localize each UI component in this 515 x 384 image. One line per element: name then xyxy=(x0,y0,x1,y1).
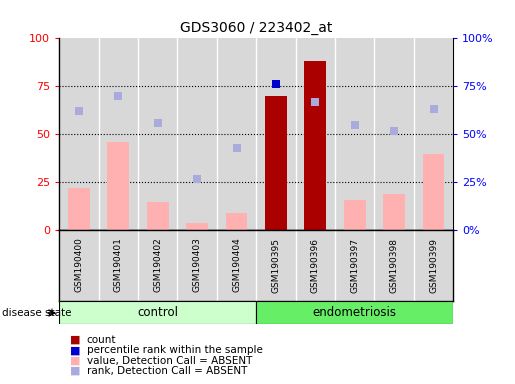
Bar xyxy=(59,301,256,324)
Text: GSM190397: GSM190397 xyxy=(350,237,359,293)
Text: ■: ■ xyxy=(70,345,80,355)
Bar xyxy=(383,194,405,230)
Bar xyxy=(108,142,129,230)
Text: count: count xyxy=(87,335,116,345)
Text: value, Detection Call = ABSENT: value, Detection Call = ABSENT xyxy=(87,356,252,366)
Text: GSM190403: GSM190403 xyxy=(193,237,201,292)
Bar xyxy=(226,213,247,230)
Text: GSM190396: GSM190396 xyxy=(311,237,320,293)
Bar xyxy=(304,61,326,230)
Text: ■: ■ xyxy=(70,335,80,345)
Text: control: control xyxy=(137,306,178,319)
Text: GSM190395: GSM190395 xyxy=(271,237,280,293)
Bar xyxy=(256,301,453,324)
Text: GSM190400: GSM190400 xyxy=(75,237,83,292)
Title: GDS3060 / 223402_at: GDS3060 / 223402_at xyxy=(180,21,332,35)
Text: ■: ■ xyxy=(70,366,80,376)
Text: rank, Detection Call = ABSENT: rank, Detection Call = ABSENT xyxy=(87,366,247,376)
Text: GSM190402: GSM190402 xyxy=(153,237,162,292)
Text: GSM190401: GSM190401 xyxy=(114,237,123,292)
Bar xyxy=(344,200,366,230)
Text: GSM190404: GSM190404 xyxy=(232,237,241,292)
Bar xyxy=(186,223,208,230)
Bar xyxy=(265,96,287,230)
Text: disease state: disease state xyxy=(2,308,71,318)
Text: endometriosis: endometriosis xyxy=(313,306,397,319)
Bar xyxy=(68,188,90,230)
Text: ■: ■ xyxy=(70,356,80,366)
Bar xyxy=(423,154,444,230)
Text: percentile rank within the sample: percentile rank within the sample xyxy=(87,345,263,355)
Text: GSM190399: GSM190399 xyxy=(429,237,438,293)
Text: GSM190398: GSM190398 xyxy=(390,237,399,293)
Bar xyxy=(147,202,168,230)
